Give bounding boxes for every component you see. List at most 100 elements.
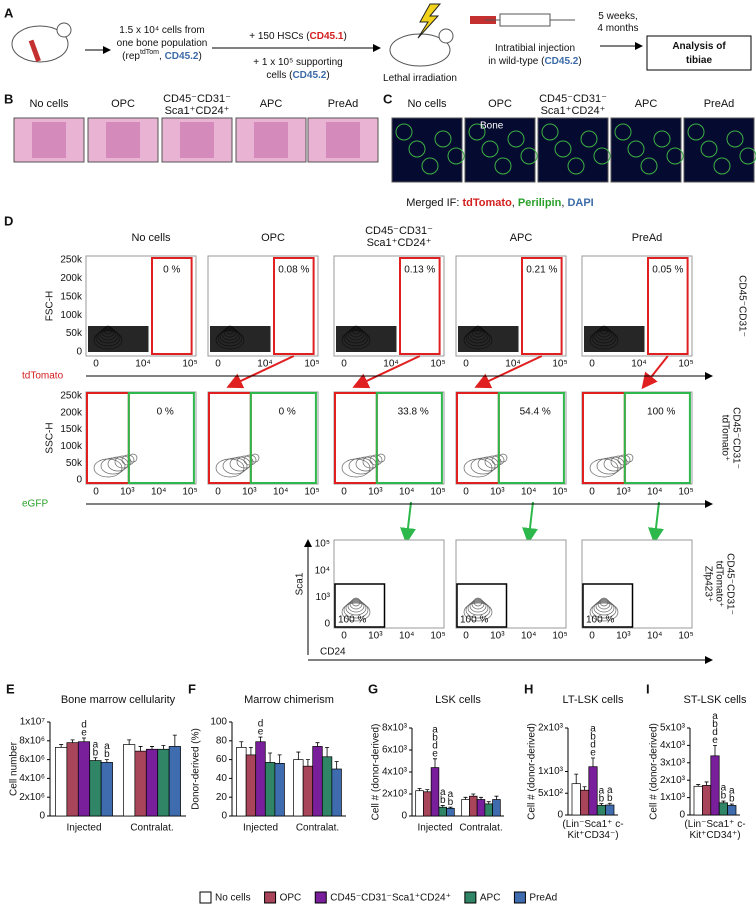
text-segment: 1.5 x 10⁴ cells from <box>119 25 204 36</box>
contour <box>114 455 132 469</box>
text-line: Lethal irradiation <box>383 73 457 84</box>
gate-positive <box>127 392 195 484</box>
y-tick-label: 6x10⁶ <box>19 754 45 765</box>
text-segment: 5 weeks, <box>598 11 637 22</box>
adipocyte <box>481 140 499 158</box>
significance-letter: b <box>721 791 727 802</box>
chart-title: Marrow chimerism <box>244 694 334 706</box>
significance-letter: b <box>448 797 454 808</box>
text-segment: PreAd <box>632 232 663 244</box>
gate-positive <box>375 392 443 484</box>
error-bar <box>721 800 726 803</box>
significance-letter: d <box>432 740 438 751</box>
x-tick-label: 10⁵ <box>304 487 319 498</box>
x-tick-label: 10⁵ <box>430 487 445 498</box>
x-tick-label: 10³ <box>490 487 505 498</box>
error-bar <box>161 745 166 750</box>
text-line: PreAd <box>704 98 735 110</box>
gate <box>582 583 634 628</box>
y-tick-label: 50k <box>66 458 83 469</box>
significance-letter: a <box>448 789 454 800</box>
adipocyte <box>554 140 572 158</box>
gate-percentage: 0.08 % <box>278 265 309 276</box>
contour <box>467 600 489 616</box>
text-line: OPC <box>261 232 285 244</box>
text-line: APC <box>635 98 658 110</box>
x-tick-label: 10³ <box>242 487 257 498</box>
adipocyte <box>408 140 426 158</box>
x-tick-label: 0 <box>463 487 469 498</box>
bar <box>469 795 478 817</box>
gate-percentage: 54.4 % <box>520 407 551 418</box>
x-tick-label: 10⁵ <box>182 359 197 370</box>
x-tick-label: Contralat. <box>459 823 502 834</box>
significance-letter: d <box>712 727 718 738</box>
bar <box>571 783 581 816</box>
contour <box>597 598 611 610</box>
bar <box>718 802 728 816</box>
x-tick-label: 10³ <box>120 487 135 498</box>
dot-cloud <box>210 326 271 352</box>
significance-letter: a <box>93 739 99 750</box>
error-bar <box>268 752 273 763</box>
y-tick-label: 150k <box>60 424 83 435</box>
bar <box>702 785 712 816</box>
text-segment: , <box>512 197 518 209</box>
gate-arrow <box>226 355 295 389</box>
error-bar <box>305 759 310 767</box>
contour <box>484 455 502 469</box>
text-segment: Perilipin <box>518 197 562 209</box>
significance-letter: b <box>440 795 446 806</box>
gate-arrow <box>400 501 416 544</box>
syringe-icon <box>470 13 575 27</box>
error-bar <box>440 805 445 808</box>
x-tick-label: 0 <box>463 631 469 642</box>
text-line: Merged IF: tdTomato, Perilipin, DAPI <box>406 197 593 209</box>
text-line: in wild-type (CD45.2) <box>488 56 581 67</box>
irradiated-mouse-icon <box>389 3 454 67</box>
contour <box>341 602 371 622</box>
gate-percentage: 0.13 % <box>404 265 435 276</box>
x-tick-label: 10³ <box>616 487 631 498</box>
error-bar <box>448 806 453 809</box>
y-tick-label: 8x10³ <box>382 723 408 734</box>
text-segment: No cells <box>407 98 447 110</box>
dot-cloud <box>584 326 645 352</box>
axis-label: SSC-H <box>45 422 56 453</box>
bone-label: Bone <box>480 121 504 132</box>
error-bar <box>704 781 709 786</box>
marrow-region <box>32 122 66 158</box>
y-tick-label: 2x10³ <box>382 789 408 800</box>
text-segment: Sca1⁺CD24⁺ <box>541 105 606 117</box>
significance-letter: d <box>590 740 596 751</box>
y-tick-label: 250k <box>60 255 83 266</box>
text-segment: DAPI <box>567 197 593 209</box>
legend-label: PreAd <box>529 893 557 904</box>
bar <box>580 789 590 816</box>
bar <box>274 763 285 817</box>
significance-letter: e <box>432 748 438 759</box>
text-line: (reptdTom, CD45.2) <box>122 49 202 61</box>
error-bar <box>334 761 339 769</box>
y-tick-label: 3x10³ <box>660 757 686 768</box>
text-segment: CD45.2 <box>544 56 578 67</box>
adipocyte <box>434 130 452 148</box>
text-segment: ) <box>198 51 201 62</box>
x-tick-label: 0 <box>589 359 595 370</box>
axis-label: FSC-H <box>45 291 56 322</box>
error-bar <box>486 801 491 804</box>
y-tick-label: 50k <box>66 328 83 339</box>
contour <box>351 597 361 607</box>
significance-letter: a <box>104 741 110 752</box>
x-tick-label: 10³ <box>490 631 505 642</box>
adipocyte <box>447 147 465 165</box>
error-bar <box>696 784 701 787</box>
contour <box>347 599 365 613</box>
bar <box>245 754 257 817</box>
gate-percentage: 100 % <box>460 615 488 626</box>
contour <box>345 600 367 616</box>
y-tick-label: 100 <box>210 717 227 728</box>
error-bar <box>425 789 430 792</box>
y-tick-label: 4x10³ <box>382 767 408 778</box>
chart-title: LSK cells <box>435 694 481 706</box>
